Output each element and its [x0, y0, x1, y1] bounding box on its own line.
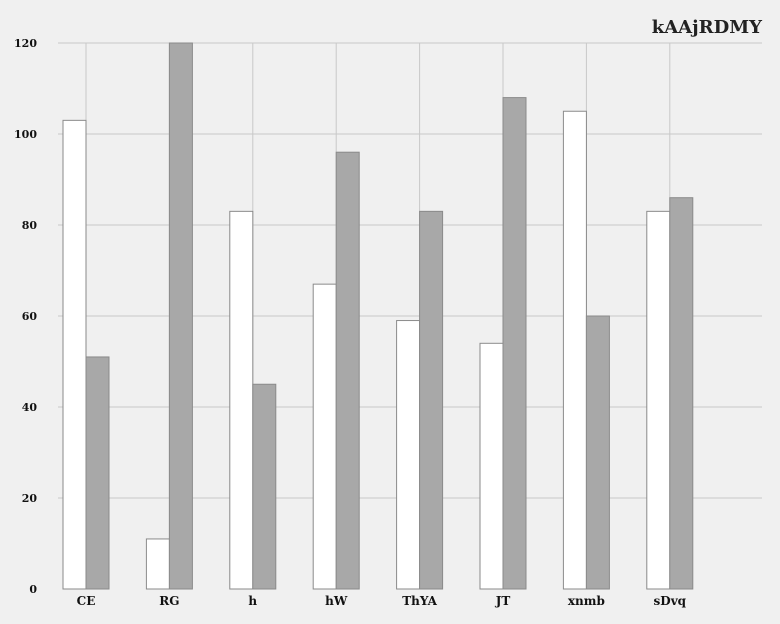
- y-tick-label: 0: [29, 583, 37, 596]
- y-tick-label: 40: [22, 401, 38, 414]
- x-tick-label: xnmb: [568, 594, 605, 608]
- bars: [62, 42, 694, 590]
- y-tick-label: 120: [14, 37, 37, 50]
- bar-CE-series2: [85, 356, 110, 590]
- bar-sDvq-series1: [646, 210, 671, 590]
- bar-CE-series1: [62, 119, 87, 590]
- bar-RG-series2: [168, 42, 193, 590]
- bar-ThYA-series1: [396, 320, 421, 590]
- y-tick-label: 100: [14, 128, 37, 141]
- bar-xnmb-series1: [562, 110, 587, 590]
- bar-h-series2: [252, 383, 277, 590]
- x-tick-label: ThYA: [402, 594, 437, 608]
- y-tick-label: 20: [22, 492, 38, 505]
- bar-ThYA-series2: [419, 210, 444, 590]
- x-tick-label: h: [248, 594, 257, 608]
- bar-JT-series1: [479, 342, 504, 590]
- axes: 0 20 40 60 80 100 120 CE RG h hW ThYA JT xnmb sDvq: [14, 37, 687, 608]
- x-tick-label: hW: [325, 594, 348, 608]
- bar-hW-series2: [335, 151, 360, 590]
- x-tick-label: RG: [159, 594, 179, 608]
- bar-RG-series1: [145, 538, 170, 590]
- chart-title: kAAjRDMY: [652, 17, 763, 38]
- y-tick-label: 60: [22, 310, 38, 323]
- bar-JT-series2: [502, 97, 527, 590]
- y-tick-label: 80: [22, 219, 38, 232]
- x-tick-label: CE: [77, 594, 96, 608]
- bar-xnmb-series2: [585, 315, 610, 590]
- bar-hW-series1: [312, 283, 337, 590]
- x-tick-label: sDvq: [654, 594, 687, 608]
- bar-h-series1: [229, 210, 254, 590]
- x-tick-label: JT: [495, 594, 511, 608]
- bar-sDvq-series2: [669, 197, 694, 590]
